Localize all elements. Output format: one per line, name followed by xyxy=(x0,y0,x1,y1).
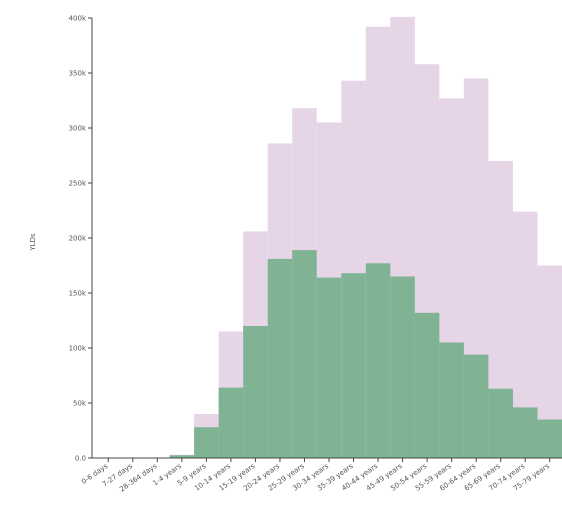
bar-part xyxy=(439,342,464,458)
bar-part xyxy=(243,326,268,458)
bar-part xyxy=(267,258,293,458)
bar-part xyxy=(169,455,195,458)
y-tick-label: 200k xyxy=(69,235,87,243)
bar-part xyxy=(194,427,219,458)
y-tick-label: 150k xyxy=(69,290,87,298)
bar-part xyxy=(390,276,415,458)
y-axis-title: YLDs xyxy=(29,233,37,252)
y-tick-label: 300k xyxy=(69,125,87,133)
y-tick-label: 0.0 xyxy=(75,455,86,463)
bar-part xyxy=(292,250,317,458)
y-tick-label: 100k xyxy=(69,345,87,353)
bar-part xyxy=(463,354,489,458)
bars-part xyxy=(169,250,562,458)
y-tick-label: 50k xyxy=(73,400,87,408)
bar-part xyxy=(365,263,391,458)
bar-part xyxy=(218,387,244,458)
bar-part xyxy=(488,388,513,458)
bar-part xyxy=(341,273,366,458)
y-tick-label: 400k xyxy=(69,15,87,23)
bar-part xyxy=(512,407,538,458)
bar-part xyxy=(316,277,342,458)
bar-part xyxy=(537,419,562,458)
y-tick-label: 250k xyxy=(69,180,87,188)
bar-part xyxy=(414,312,440,458)
y-tick-label: 350k xyxy=(69,70,87,78)
y-axis: 0.0 50k 100k 150k 200k 250k 300k 350k 400k xyxy=(69,15,93,463)
